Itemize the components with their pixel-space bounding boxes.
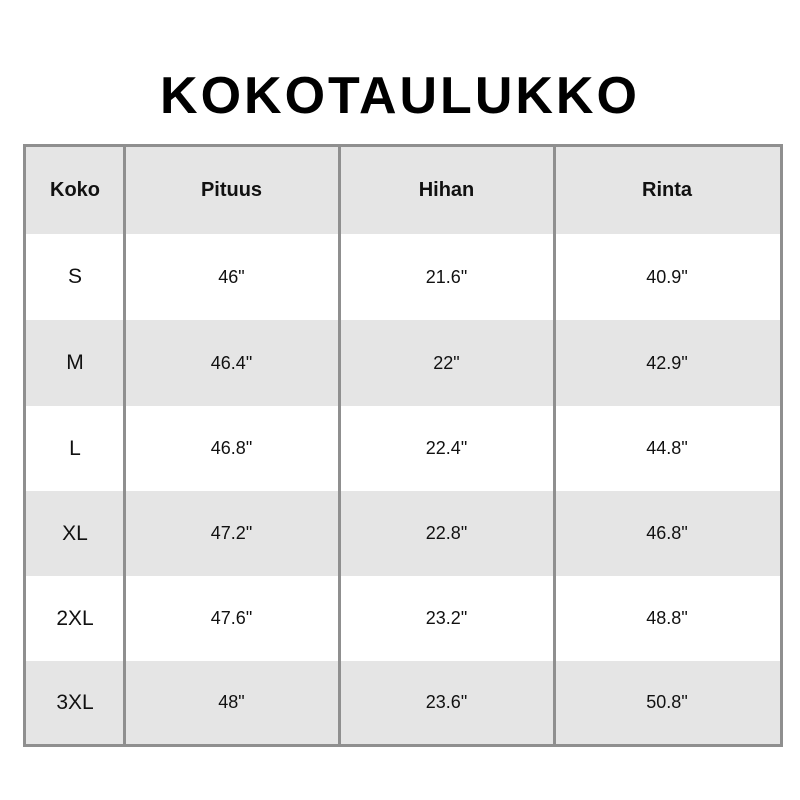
cell-length: 46.8" bbox=[210, 438, 253, 458]
cell-sleeve: 22.8" bbox=[425, 523, 468, 543]
cell-length: 46" bbox=[218, 266, 245, 287]
cell-sleeve: 23.6" bbox=[425, 692, 468, 712]
cell-size: XL bbox=[62, 521, 88, 545]
table-row: L 46.8" 22.4" 44.8" bbox=[26, 406, 780, 491]
table-row: S 46" 21.6" 40.9" bbox=[26, 234, 780, 320]
table-row: 3XL 48" 23.6" 50.8" bbox=[26, 661, 780, 744]
cell-chest: 46.8" bbox=[646, 523, 688, 543]
cell-chest: 40.9" bbox=[646, 266, 688, 287]
cell-size: M bbox=[66, 351, 84, 374]
page-title: KOKOTAULUKKO bbox=[160, 67, 640, 125]
cell-length: 48" bbox=[218, 692, 245, 712]
column-divider bbox=[553, 147, 556, 744]
cell-chest: 44.8" bbox=[646, 438, 688, 458]
cell-chest: 48.8" bbox=[646, 608, 688, 628]
cell-size: L bbox=[69, 436, 81, 460]
table-header-row: Koko Pituus Hihan Rinta bbox=[26, 147, 780, 234]
table-row: 2XL 47.6" 23.2" 48.8" bbox=[26, 576, 780, 661]
cell-chest: 50.8" bbox=[646, 692, 688, 712]
cell-sleeve: 23.2" bbox=[425, 608, 468, 628]
cell-chest: 42.9" bbox=[646, 352, 688, 373]
header-chest: Rinta bbox=[642, 179, 692, 201]
header-length: Pituus bbox=[200, 179, 263, 201]
size-table: Koko Pituus Hihan Rinta S 46" 21.6" 40.9" M 4… bbox=[23, 144, 783, 747]
cell-size: S bbox=[67, 265, 82, 288]
cell-length: 46.4" bbox=[210, 352, 253, 373]
cell-size: 2XL bbox=[56, 606, 94, 630]
cell-sleeve: 21.6" bbox=[425, 266, 468, 287]
cell-sleeve: 22" bbox=[433, 352, 460, 373]
table-row: XL 47.2" 22.8" 46.8" bbox=[26, 491, 780, 576]
cell-sleeve: 22.4" bbox=[425, 438, 468, 458]
table-row: M 46.4" 22" 42.9" bbox=[26, 320, 780, 406]
cell-length: 47.2" bbox=[210, 523, 253, 543]
header-size: Koko bbox=[50, 179, 100, 201]
cell-length: 47.6" bbox=[210, 608, 253, 628]
column-divider bbox=[123, 147, 126, 744]
column-divider bbox=[338, 147, 341, 744]
cell-size: 3XL bbox=[56, 690, 94, 714]
header-sleeve: Hihan bbox=[418, 179, 475, 201]
